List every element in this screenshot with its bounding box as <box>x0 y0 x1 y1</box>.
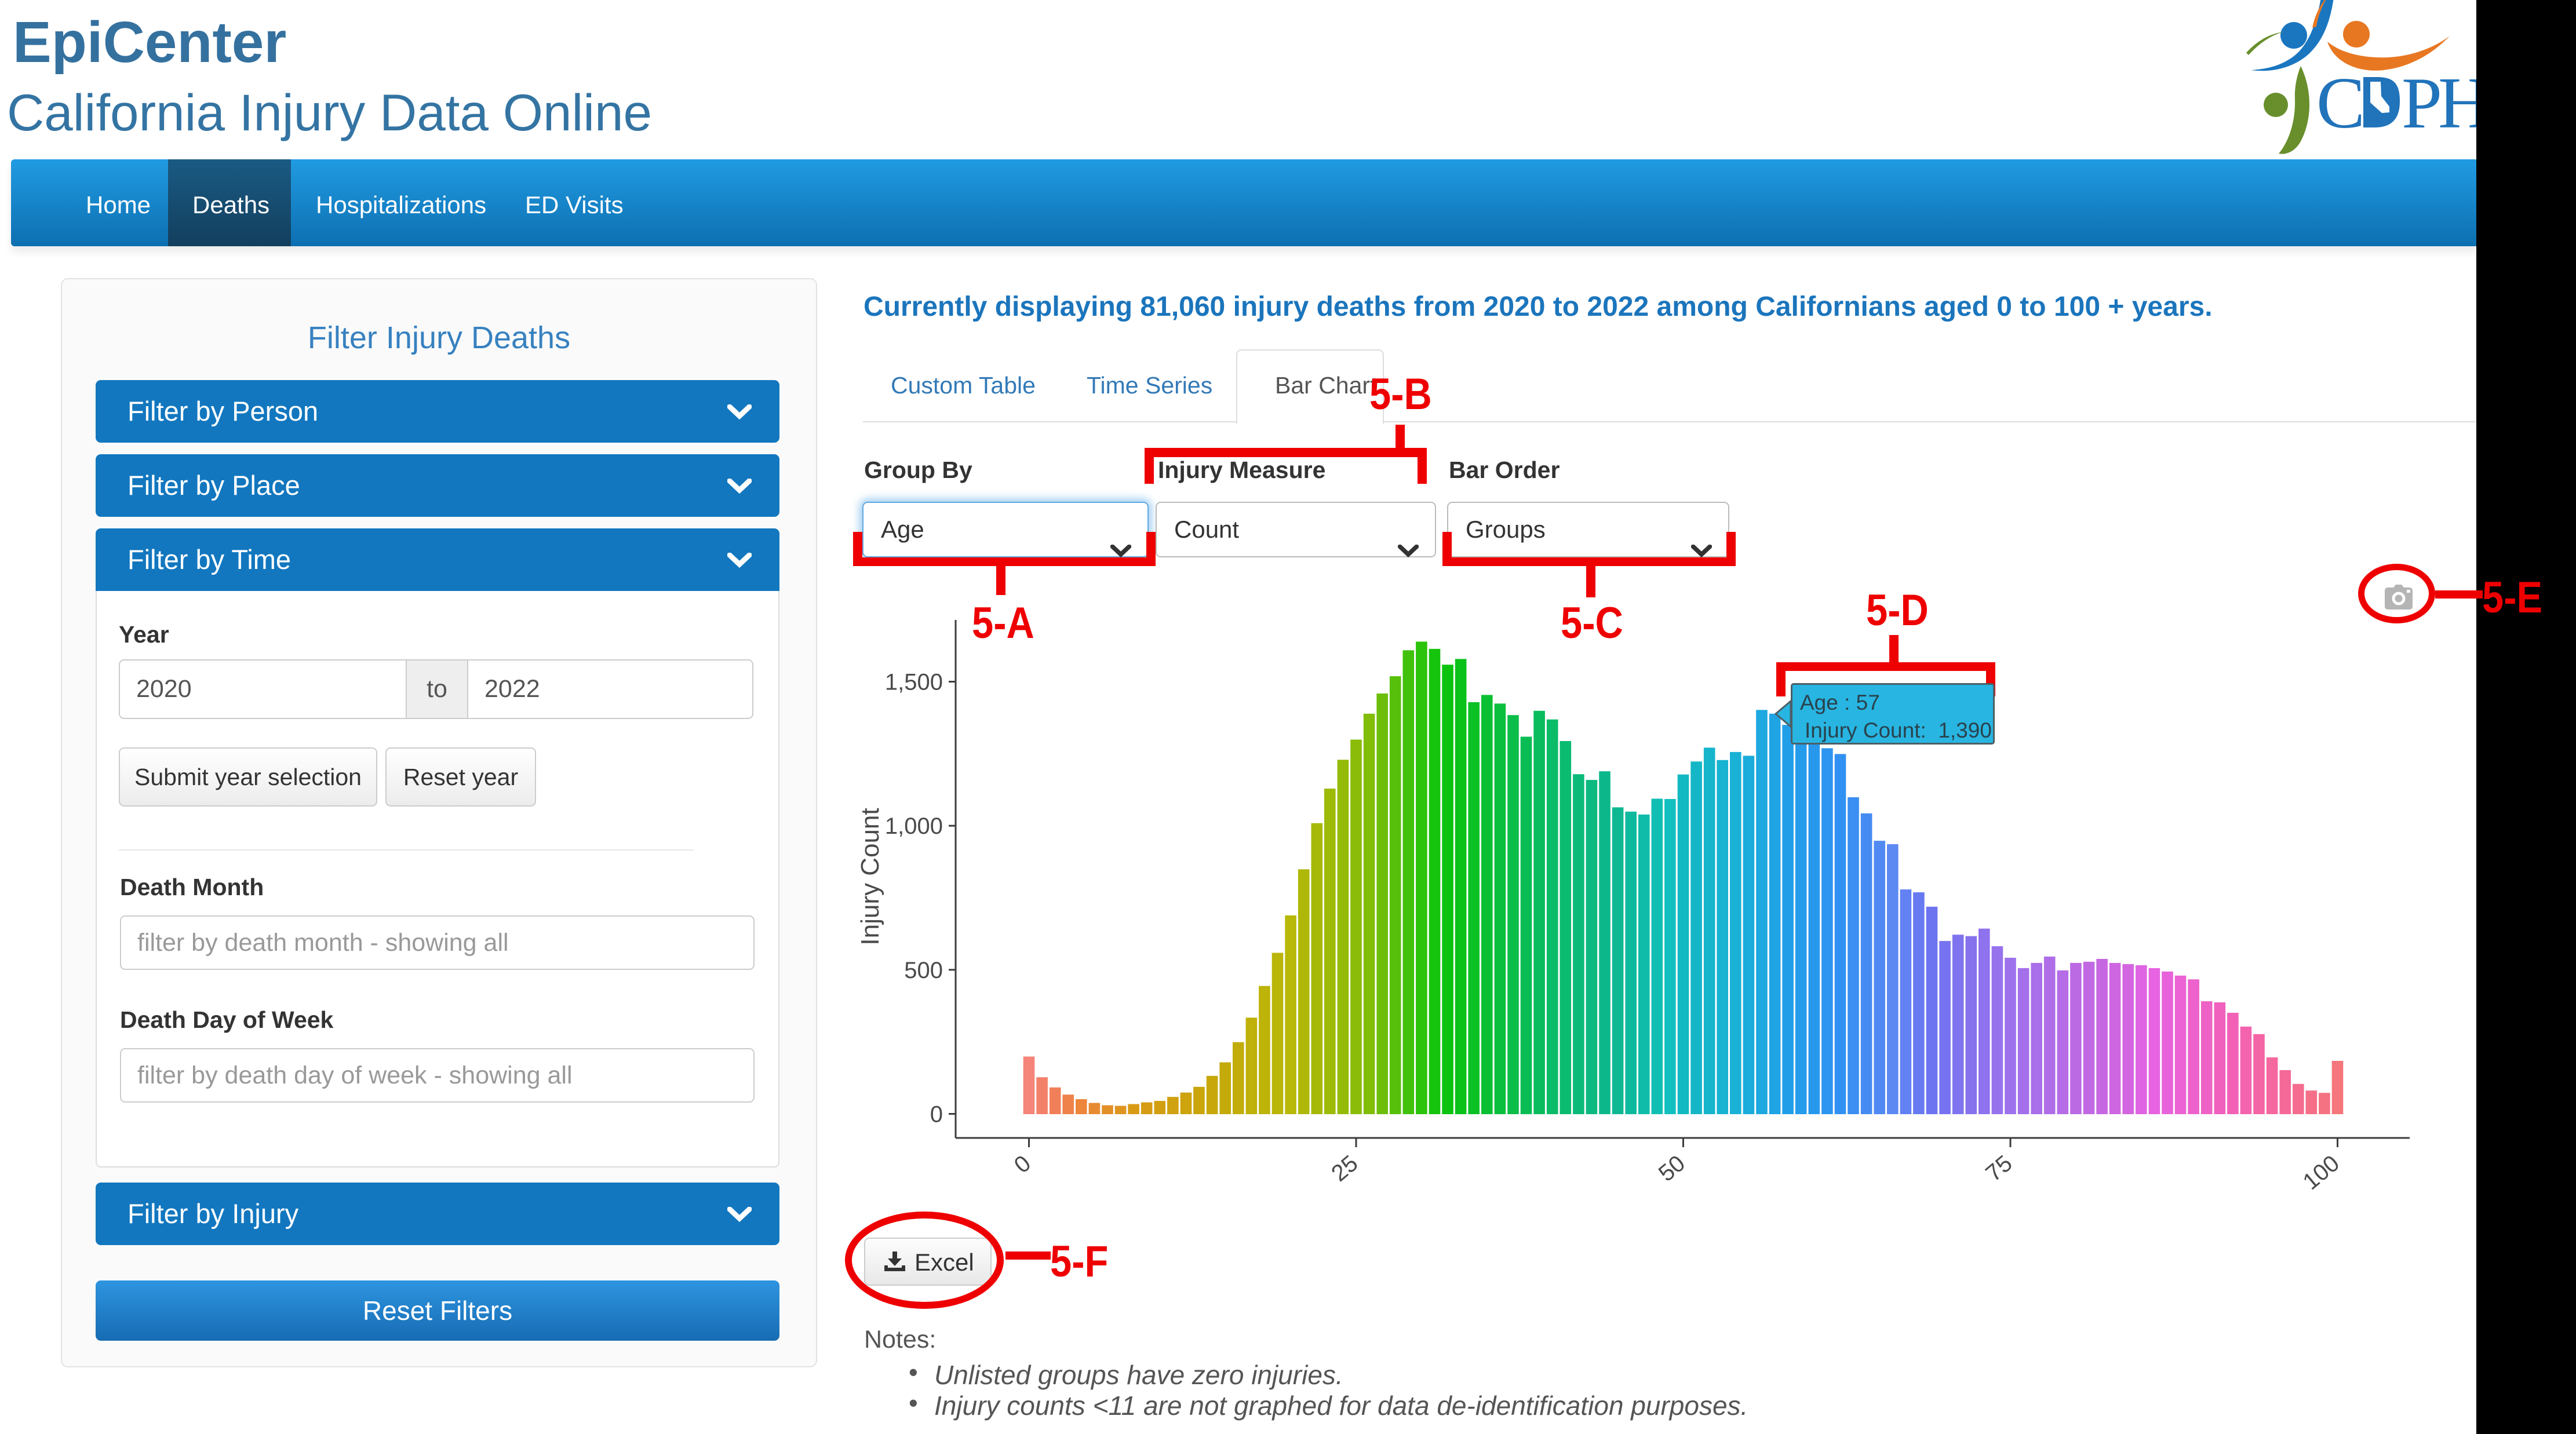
svg-text:75: 75 <box>1981 1151 2017 1187</box>
svg-text:25: 25 <box>1327 1151 1362 1187</box>
svg-text:1,500: 1,500 <box>885 670 943 695</box>
svg-text:Injury Count: Injury Count <box>856 808 884 945</box>
svg-text:0: 0 <box>1010 1151 1036 1178</box>
svg-text:1,000: 1,000 <box>885 813 943 839</box>
svg-text:500: 500 <box>904 958 943 983</box>
svg-text:100: 100 <box>2298 1151 2344 1195</box>
svg-text:0: 0 <box>930 1102 943 1128</box>
svg-text:C: C <box>2316 63 2365 144</box>
svg-text:50: 50 <box>1654 1151 1690 1187</box>
svg-text:P: P <box>2402 63 2442 144</box>
